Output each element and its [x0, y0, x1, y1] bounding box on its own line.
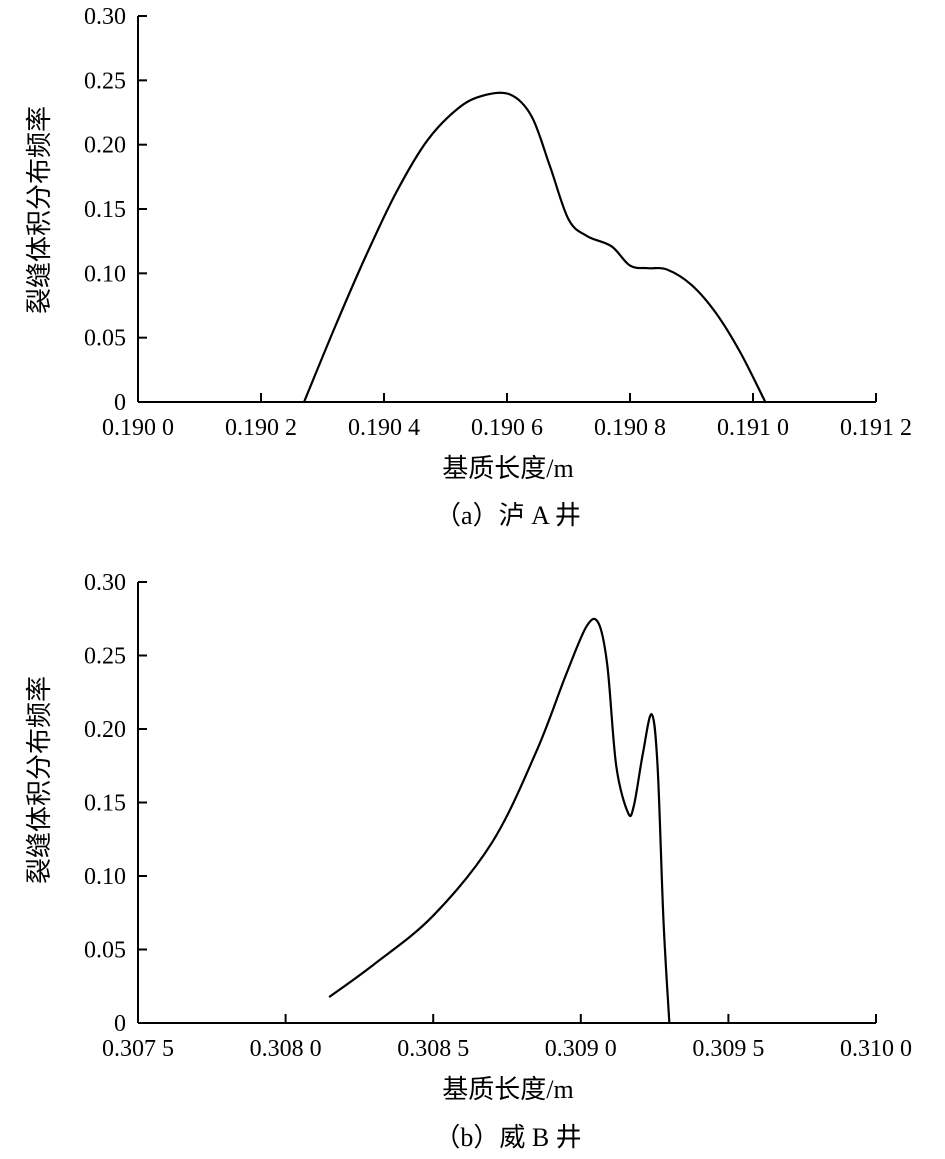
chart-a-y-tick-label: 0.05 [84, 326, 126, 352]
chart-a-series [302, 91, 767, 404]
chart-b-y-tick-label: 0.30 [84, 570, 126, 596]
chart-a-x-tick-label: 0.190 6 [471, 415, 543, 441]
chart-b-y-tick-label: 0.25 [84, 644, 126, 670]
chart-b-y-tick-label: 0.10 [84, 864, 126, 890]
chart-b-x-tick-label: 0.310 0 [840, 1036, 912, 1062]
chart-a-caption: （a）泸 A 井 [435, 501, 581, 530]
chart-a-y-tick-label: 0.10 [84, 261, 126, 287]
chart-b-x-tick-label: 0.308 5 [397, 1036, 469, 1062]
chart-panel-a: 0 0.05 0.10 0.15 0.20 0.25 0.30 0.190 0 0.190 2 0… [25, 4, 912, 530]
chart-b-series-line [328, 617, 671, 1025]
chart-b-x-tick-label: 0.307 5 [102, 1036, 174, 1062]
chart-a-x-tick-label: 0.190 0 [102, 415, 174, 441]
chart-b-y-tick-label: 0 [114, 1011, 126, 1037]
chart-b-y-tick-label: 0.05 [84, 938, 126, 964]
chart-a-y-tick-label: 0.30 [84, 4, 126, 30]
chart-b-x-tick-label: 0.308 0 [250, 1036, 322, 1062]
chart-a-x-axis-title: 基质长度/m [442, 454, 573, 483]
chart-a-y-axis-title: 裂缝体积分布频率 [25, 106, 54, 314]
chart-panel-b: 0 0.05 0.10 0.15 0.20 0.25 0.30 0.307 5 0.308 0 0… [25, 570, 912, 1152]
chart-b-ticks: 0 0.05 0.10 0.15 0.20 0.25 0.30 0.307 5 0.308 0 0… [84, 570, 912, 1062]
chart-a-y-tick-label: 0.20 [84, 133, 126, 159]
chart-b-caption: （b）威 B 井 [434, 1123, 581, 1152]
chart-a-x-tick-label: 0.190 2 [225, 415, 297, 441]
chart-b-y-axis-title: 裂缝体积分布频率 [25, 676, 54, 884]
chart-a-x-tick-label: 0.190 8 [594, 415, 666, 441]
chart-a-series-line [302, 91, 767, 404]
chart-a-ticks: 0 0.05 0.10 0.15 0.20 0.25 0.30 0.190 0 0.190 2 0… [84, 4, 912, 441]
chart-a-x-tick-label: 0.191 0 [717, 415, 789, 441]
chart-a-y-tick-label: 0.15 [84, 197, 126, 223]
chart-b-y-tick-label: 0.15 [84, 791, 126, 817]
chart-a-y-tick-label: 0.25 [84, 68, 126, 94]
chart-b-x-axis-title: 基质长度/m [442, 1075, 573, 1104]
chart-a-x-tick-label: 0.191 2 [840, 415, 912, 441]
chart-b-x-tick-label: 0.309 0 [545, 1036, 617, 1062]
chart-a-y-tick-label: 0 [114, 390, 126, 416]
chart-b-y-tick-label: 0.20 [84, 717, 126, 743]
chart-b-series [328, 617, 671, 1025]
chart-b-x-tick-label: 0.309 5 [692, 1036, 764, 1062]
chart-a-x-tick-label: 0.190 4 [348, 415, 420, 441]
